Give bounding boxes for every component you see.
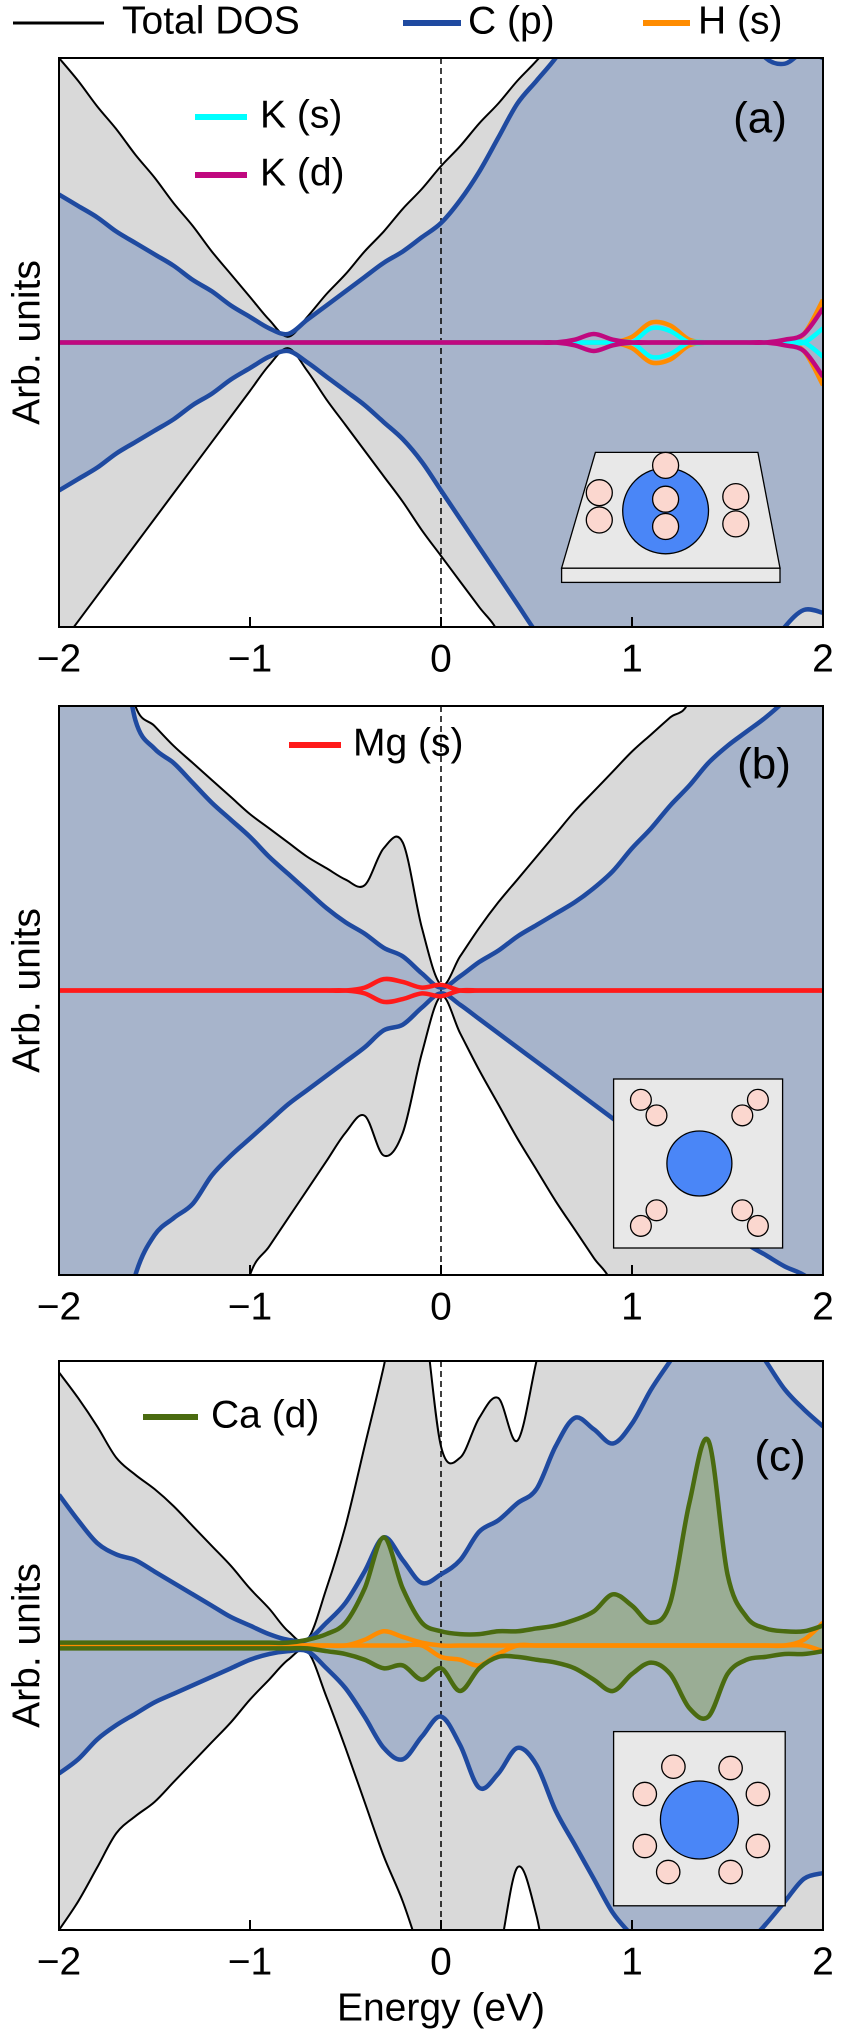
line	[59, 1436, 823, 1646]
line	[59, 1361, 823, 1644]
panel-label: (c)	[754, 1432, 805, 1481]
line	[59, 1648, 541, 1930]
x-tick-label: 0	[430, 1940, 452, 1983]
panel	[59, 706, 823, 1275]
line	[59, 1361, 538, 1644]
inset-a	[560, 451, 781, 584]
area	[59, 1361, 823, 1646]
x-tick-label: 2	[812, 1940, 834, 1983]
x-axis-label: Energy (eV)	[337, 1986, 545, 2029]
area	[59, 706, 823, 991]
labels: −2 −1 0 1 2 Arb. units (a) Total DOS C (p) H (s) K…	[5, 0, 834, 2029]
x-tick-label: 0	[430, 1285, 452, 1328]
x-tick-label: −2	[37, 1285, 81, 1328]
line	[59, 1647, 823, 1930]
area	[59, 58, 823, 343]
x-tick-label: 2	[812, 1285, 834, 1328]
line	[59, 58, 823, 337]
insets	[560, 451, 786, 1907]
legend-label: C (p)	[468, 0, 555, 42]
y-axis-label: Arb. units	[5, 260, 48, 425]
line	[129, 706, 783, 990]
line	[59, 58, 541, 338]
x-tick-label: 1	[621, 637, 643, 680]
line	[59, 340, 823, 378]
line	[59, 1642, 823, 1668]
y-axis-label: Arb. units	[5, 1563, 48, 1728]
x-tick-label: −1	[228, 1285, 272, 1328]
x-tick-label: −2	[37, 1940, 81, 1983]
plots	[58, 57, 824, 1931]
inset-c	[612, 1730, 786, 1907]
legend-label: Total DOS	[122, 0, 300, 42]
legend-label: K (d)	[260, 151, 345, 194]
panel	[59, 1361, 823, 1930]
area	[59, 1438, 823, 1646]
x-tick-label: 2	[812, 637, 834, 680]
x-tick-label: 1	[621, 1285, 643, 1328]
area	[59, 1645, 823, 1719]
line	[59, 987, 823, 1005]
legend-label: Mg (s)	[353, 721, 464, 764]
x-tick-label: −2	[37, 637, 81, 680]
legend-label: K (s)	[260, 93, 342, 136]
y-axis-label: Arb. units	[5, 908, 48, 1073]
inset-b	[612, 1078, 784, 1249]
legend-label: Ca (d)	[211, 1393, 319, 1436]
x-tick-label: 0	[430, 637, 452, 680]
line	[72, 347, 497, 627]
x-tick-label: −1	[228, 1940, 272, 1983]
legend-label: H (s)	[698, 0, 782, 42]
line	[59, 1645, 823, 1721]
x-tick-label: −1	[228, 637, 272, 680]
panel	[59, 58, 823, 627]
panel-label: (a)	[733, 94, 787, 143]
x-tick-label: 1	[621, 1940, 643, 1983]
line	[59, 348, 823, 627]
area	[59, 990, 823, 1275]
panel-label: (b)	[737, 740, 791, 789]
